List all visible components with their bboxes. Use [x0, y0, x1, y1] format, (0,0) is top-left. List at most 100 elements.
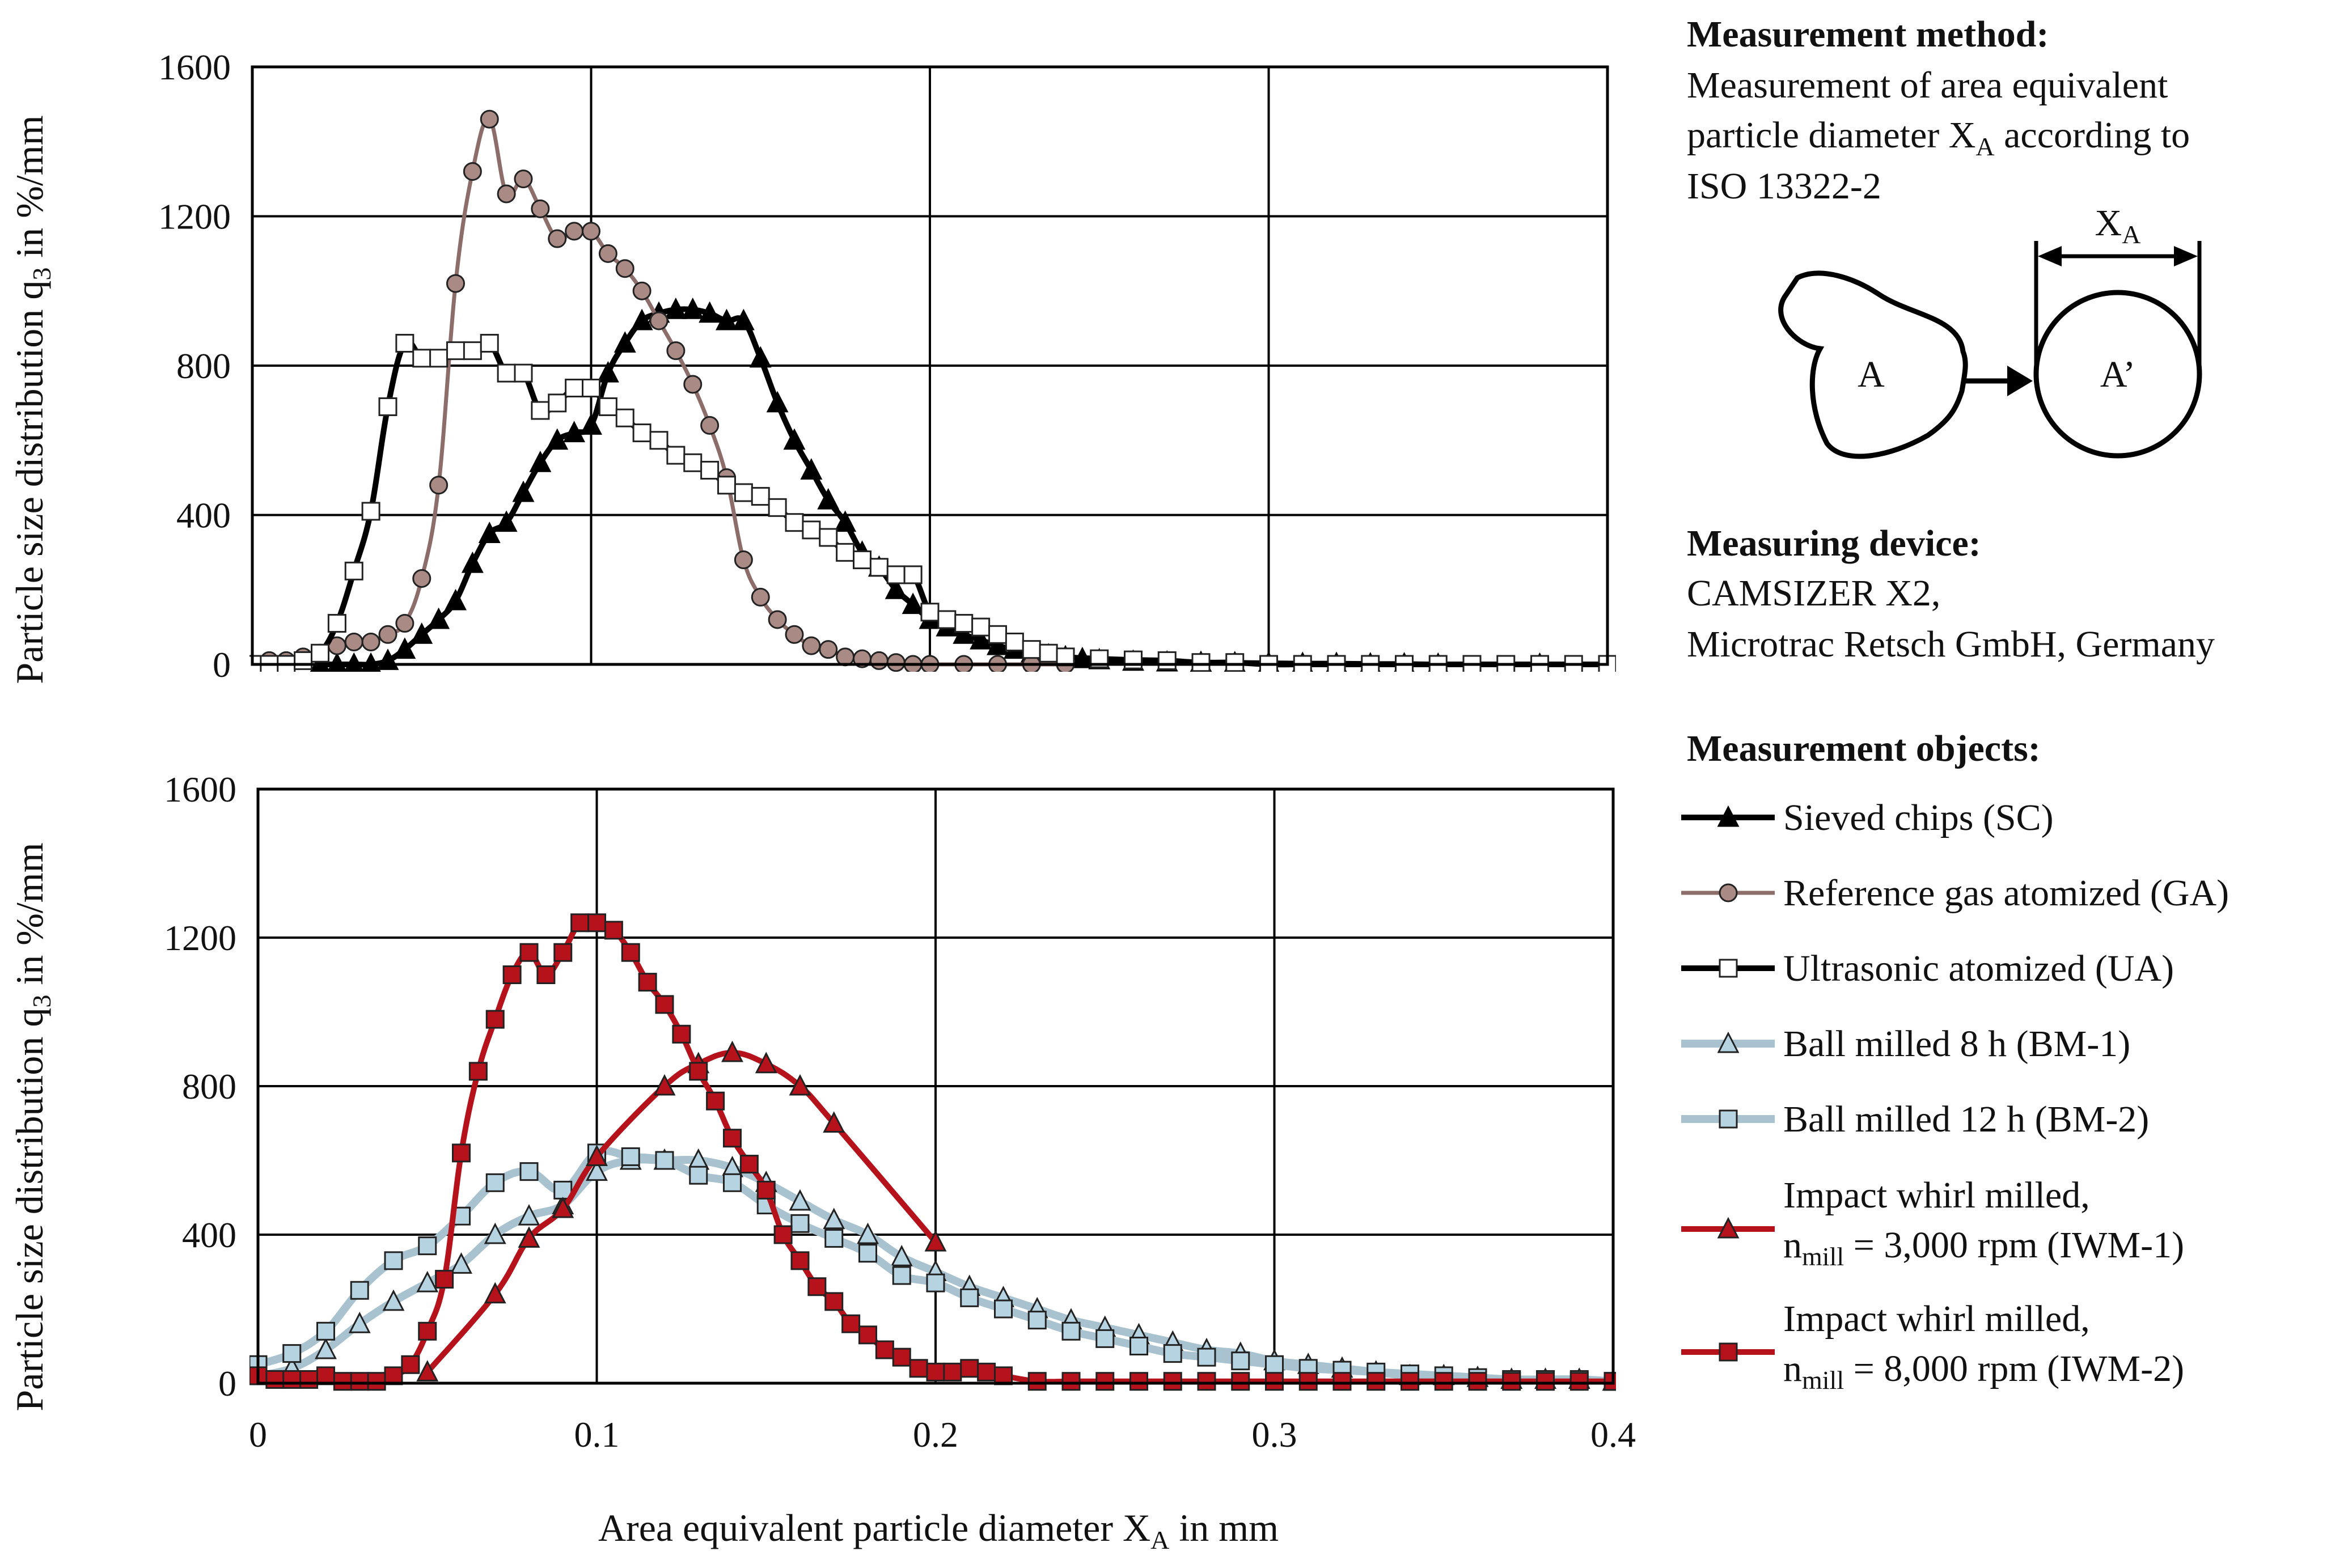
data-point: [1197, 1347, 1216, 1367]
data-point: [514, 363, 533, 383]
data-point: [970, 628, 992, 650]
diameter-label-xa: XA: [2095, 202, 2141, 249]
data-point: [484, 1222, 506, 1244]
dimension-arrowhead-right: [2174, 246, 2198, 266]
data-point: [1468, 1372, 1487, 1391]
legend-marker: [1717, 1217, 1740, 1239]
data-point: [412, 349, 431, 368]
data-point: [586, 1159, 608, 1181]
data-point: [382, 1289, 405, 1311]
data-point: [604, 921, 623, 940]
data-point: [1569, 1372, 1589, 1391]
arrow-right-icon: [2007, 366, 2033, 396]
data-point: [580, 413, 602, 435]
data-point: [783, 428, 806, 450]
data-point: [869, 651, 889, 670]
data-point: [960, 1359, 979, 1378]
bottom-chart-gridlines: [257, 788, 1614, 1384]
data-point: [953, 622, 975, 644]
dimension-arrowhead-left: [2038, 246, 2062, 266]
legend: Sieved chips (SC) Reference gas atomized…: [1681, 797, 2229, 1395]
data-point: [994, 1299, 1013, 1319]
legend-item-sc: Sieved chips (SC): [1681, 797, 2054, 838]
data-point: [858, 1325, 877, 1345]
data-point: [649, 431, 669, 450]
data-point: [773, 1225, 793, 1244]
data-point: [749, 346, 772, 368]
objects-heading: Measurement objects:: [1687, 728, 2041, 769]
data-point: [834, 510, 857, 532]
data-point: [836, 543, 855, 562]
data-point: [858, 1244, 877, 1263]
data-point: [1095, 1372, 1115, 1391]
data-point: [1231, 1351, 1250, 1371]
data-point: [497, 184, 516, 204]
data-point: [819, 528, 838, 547]
data-point: [841, 1314, 861, 1333]
legend-marker: [1717, 805, 1740, 827]
data-point: [311, 643, 329, 663]
legend-symbol: [1681, 1031, 1775, 1053]
data-point: [435, 1270, 454, 1289]
data-point: [546, 428, 569, 450]
data-point: [502, 965, 522, 984]
data-point: [429, 476, 449, 495]
legend-label-ga: Reference gas atomized (GA): [1783, 872, 2229, 914]
data-point: [1332, 1372, 1352, 1391]
data-point: [565, 379, 584, 398]
data-point: [621, 943, 640, 962]
data-point: [924, 1230, 947, 1252]
legend-item-bm2: Ball milled 12 h (BM-2): [1681, 1099, 2149, 1140]
data-point: [1157, 651, 1177, 670]
data-point: [348, 1311, 371, 1333]
data-point: [739, 1155, 759, 1174]
data-point: [350, 1372, 369, 1391]
data-point: [1367, 1372, 1386, 1391]
data-point: [1027, 1311, 1047, 1330]
data-point: [909, 1359, 928, 1378]
device-line-2: Microtrac Retsch GmbH, Germany: [1687, 624, 2215, 665]
data-point: [892, 1266, 911, 1285]
data-point: [802, 636, 821, 655]
data-point: [683, 453, 703, 472]
series-impact-whirl-milled-n-mill-8-000-rpm-iwm-2: [249, 913, 1616, 1391]
data-point: [823, 1111, 845, 1133]
data-point: [1401, 1372, 1419, 1391]
data-point: [587, 913, 606, 933]
data-point: [1231, 1372, 1250, 1391]
area-label-a-prime: A’: [2100, 354, 2135, 395]
data-point: [480, 333, 499, 353]
data-point: [817, 488, 840, 510]
data-point: [751, 587, 770, 607]
data-point: [411, 622, 433, 644]
data-point: [716, 308, 738, 330]
data-point: [361, 632, 380, 651]
method-heading: Measurement method:: [1687, 14, 2049, 55]
data-point: [294, 651, 313, 670]
data-point: [954, 614, 974, 633]
legend-item-ga: Reference gas atomized (GA): [1681, 872, 2229, 914]
data-point: [350, 1281, 369, 1300]
data-point: [943, 1362, 962, 1381]
data-point: [614, 331, 636, 353]
legend-symbol: [1681, 1342, 1775, 1362]
data-point: [1265, 1372, 1284, 1391]
legend-item-iwm2: Impact whirl milled, nmill = 8,000 rpm (…: [1681, 1298, 2184, 1395]
data-point: [598, 397, 617, 416]
device-line-1: CAMSIZER X2,: [1687, 573, 1940, 614]
data-point: [700, 460, 720, 480]
data-point: [926, 1362, 945, 1381]
data-point: [1163, 1372, 1182, 1391]
data-point: [638, 973, 657, 992]
legend-marker: [1719, 883, 1738, 902]
data-point: [1061, 1321, 1081, 1341]
data-point: [1536, 1372, 1555, 1391]
data-point: [734, 483, 753, 502]
device-heading: Measuring device:: [1687, 523, 1981, 564]
data-point: [361, 502, 380, 521]
data-point: [700, 416, 720, 435]
data-point: [683, 375, 703, 394]
bottom-chart-y-tick-label: 800: [182, 1066, 236, 1107]
data-point: [384, 1366, 403, 1385]
data-point: [315, 1337, 337, 1359]
